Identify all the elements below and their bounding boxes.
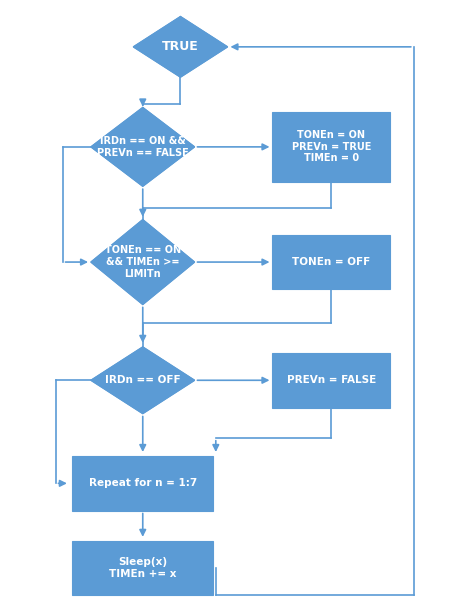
Text: IRDn == OFF: IRDn == OFF xyxy=(105,375,181,385)
Polygon shape xyxy=(91,220,195,304)
Text: PREVn = FALSE: PREVn = FALSE xyxy=(287,375,376,385)
FancyBboxPatch shape xyxy=(273,112,390,181)
Text: TONEn == ON
&& TIMEn >=
LIMITn: TONEn == ON && TIMEn >= LIMITn xyxy=(105,245,181,279)
FancyBboxPatch shape xyxy=(273,353,390,407)
FancyBboxPatch shape xyxy=(72,541,213,596)
FancyBboxPatch shape xyxy=(72,456,213,510)
Text: TRUE: TRUE xyxy=(162,40,199,54)
Text: IRDn == ON &&
PREVn == FALSE: IRDn == ON && PREVn == FALSE xyxy=(97,136,189,158)
Polygon shape xyxy=(91,107,195,186)
Text: TONEn = OFF: TONEn = OFF xyxy=(292,257,370,267)
Polygon shape xyxy=(91,347,195,414)
Text: Sleep(x)
TIMEn += x: Sleep(x) TIMEn += x xyxy=(109,557,176,579)
FancyBboxPatch shape xyxy=(273,235,390,289)
Text: TONEn = ON
PREVn = TRUE
TIMEn = 0: TONEn = ON PREVn = TRUE TIMEn = 0 xyxy=(292,130,371,163)
Polygon shape xyxy=(133,16,228,77)
Text: Repeat for n = 1:7: Repeat for n = 1:7 xyxy=(89,478,197,488)
